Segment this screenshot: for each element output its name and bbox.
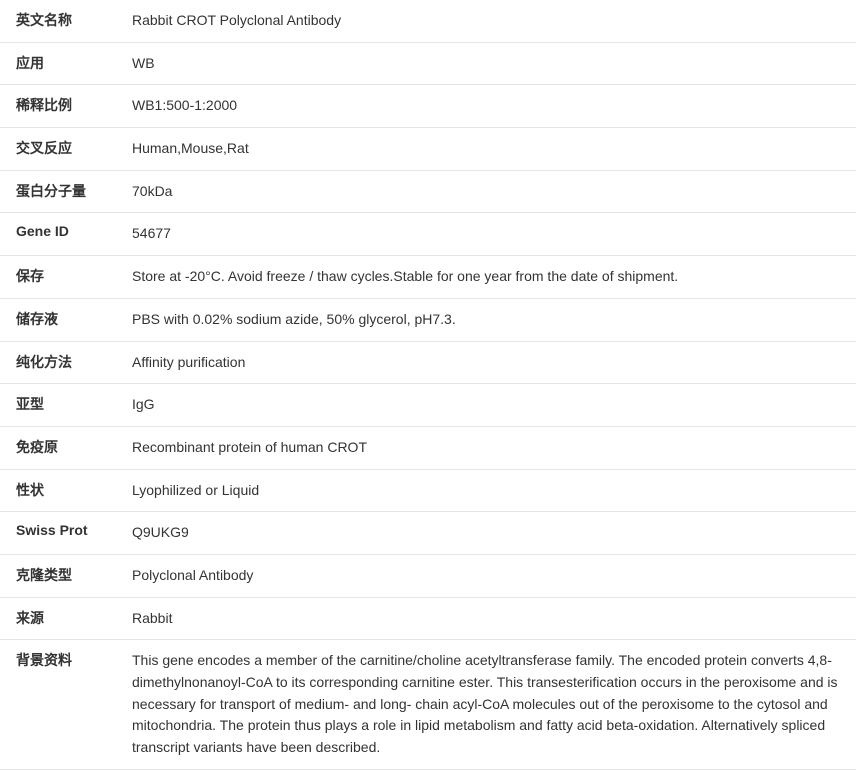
table-row: 免疫原 Recombinant protein of human CROT — [0, 426, 856, 469]
table-row: 稀释比例 WB1:500-1:2000 — [0, 85, 856, 128]
row-label: 背景资料 — [0, 640, 120, 769]
table-row: 纯化方法 Affinity purification — [0, 341, 856, 384]
table-row: 克隆类型 Polyclonal Antibody — [0, 554, 856, 597]
row-label: 克隆类型 — [0, 554, 120, 597]
row-label: Swiss Prot — [0, 512, 120, 555]
row-value: PBS with 0.02% sodium azide, 50% glycero… — [120, 298, 856, 341]
table-row: Gene ID 54677 — [0, 213, 856, 256]
table-row: 亚型 IgG — [0, 384, 856, 427]
table-row: 蛋白分子量 70kDa — [0, 170, 856, 213]
table-row: Swiss Prot Q9UKG9 — [0, 512, 856, 555]
row-label: 亚型 — [0, 384, 120, 427]
row-value: Human,Mouse,Rat — [120, 128, 856, 171]
row-value: WB1:500-1:2000 — [120, 85, 856, 128]
row-value: Rabbit — [120, 597, 856, 640]
row-label: 保存 — [0, 256, 120, 299]
row-label: 英文名称 — [0, 0, 120, 42]
row-label: 免疫原 — [0, 426, 120, 469]
table-row: 性状 Lyophilized or Liquid — [0, 469, 856, 512]
spec-table: 英文名称 Rabbit CROT Polyclonal Antibody 应用 … — [0, 0, 856, 770]
row-value: Affinity purification — [120, 341, 856, 384]
table-row: 背景资料 This gene encodes a member of the c… — [0, 640, 856, 769]
row-label: 纯化方法 — [0, 341, 120, 384]
row-value: 70kDa — [120, 170, 856, 213]
row-label: 应用 — [0, 42, 120, 85]
row-value: This gene encodes a member of the carnit… — [120, 640, 856, 769]
row-label: 交叉反应 — [0, 128, 120, 171]
table-row: 英文名称 Rabbit CROT Polyclonal Antibody — [0, 0, 856, 42]
row-value: Q9UKG9 — [120, 512, 856, 555]
row-label: 稀释比例 — [0, 85, 120, 128]
row-value: 54677 — [120, 213, 856, 256]
row-value: WB — [120, 42, 856, 85]
table-row: 储存液 PBS with 0.02% sodium azide, 50% gly… — [0, 298, 856, 341]
row-value: Store at -20°C. Avoid freeze / thaw cycl… — [120, 256, 856, 299]
row-value: Lyophilized or Liquid — [120, 469, 856, 512]
row-label: 蛋白分子量 — [0, 170, 120, 213]
table-row: 交叉反应 Human,Mouse,Rat — [0, 128, 856, 171]
table-row: 保存 Store at -20°C. Avoid freeze / thaw c… — [0, 256, 856, 299]
table-row: 来源 Rabbit — [0, 597, 856, 640]
row-value: Polyclonal Antibody — [120, 554, 856, 597]
row-label: Gene ID — [0, 213, 120, 256]
row-value: IgG — [120, 384, 856, 427]
row-label: 性状 — [0, 469, 120, 512]
row-value: Recombinant protein of human CROT — [120, 426, 856, 469]
row-label: 储存液 — [0, 298, 120, 341]
table-row: 应用 WB — [0, 42, 856, 85]
row-value: Rabbit CROT Polyclonal Antibody — [120, 0, 856, 42]
row-label: 来源 — [0, 597, 120, 640]
spec-table-body: 英文名称 Rabbit CROT Polyclonal Antibody 应用 … — [0, 0, 856, 769]
